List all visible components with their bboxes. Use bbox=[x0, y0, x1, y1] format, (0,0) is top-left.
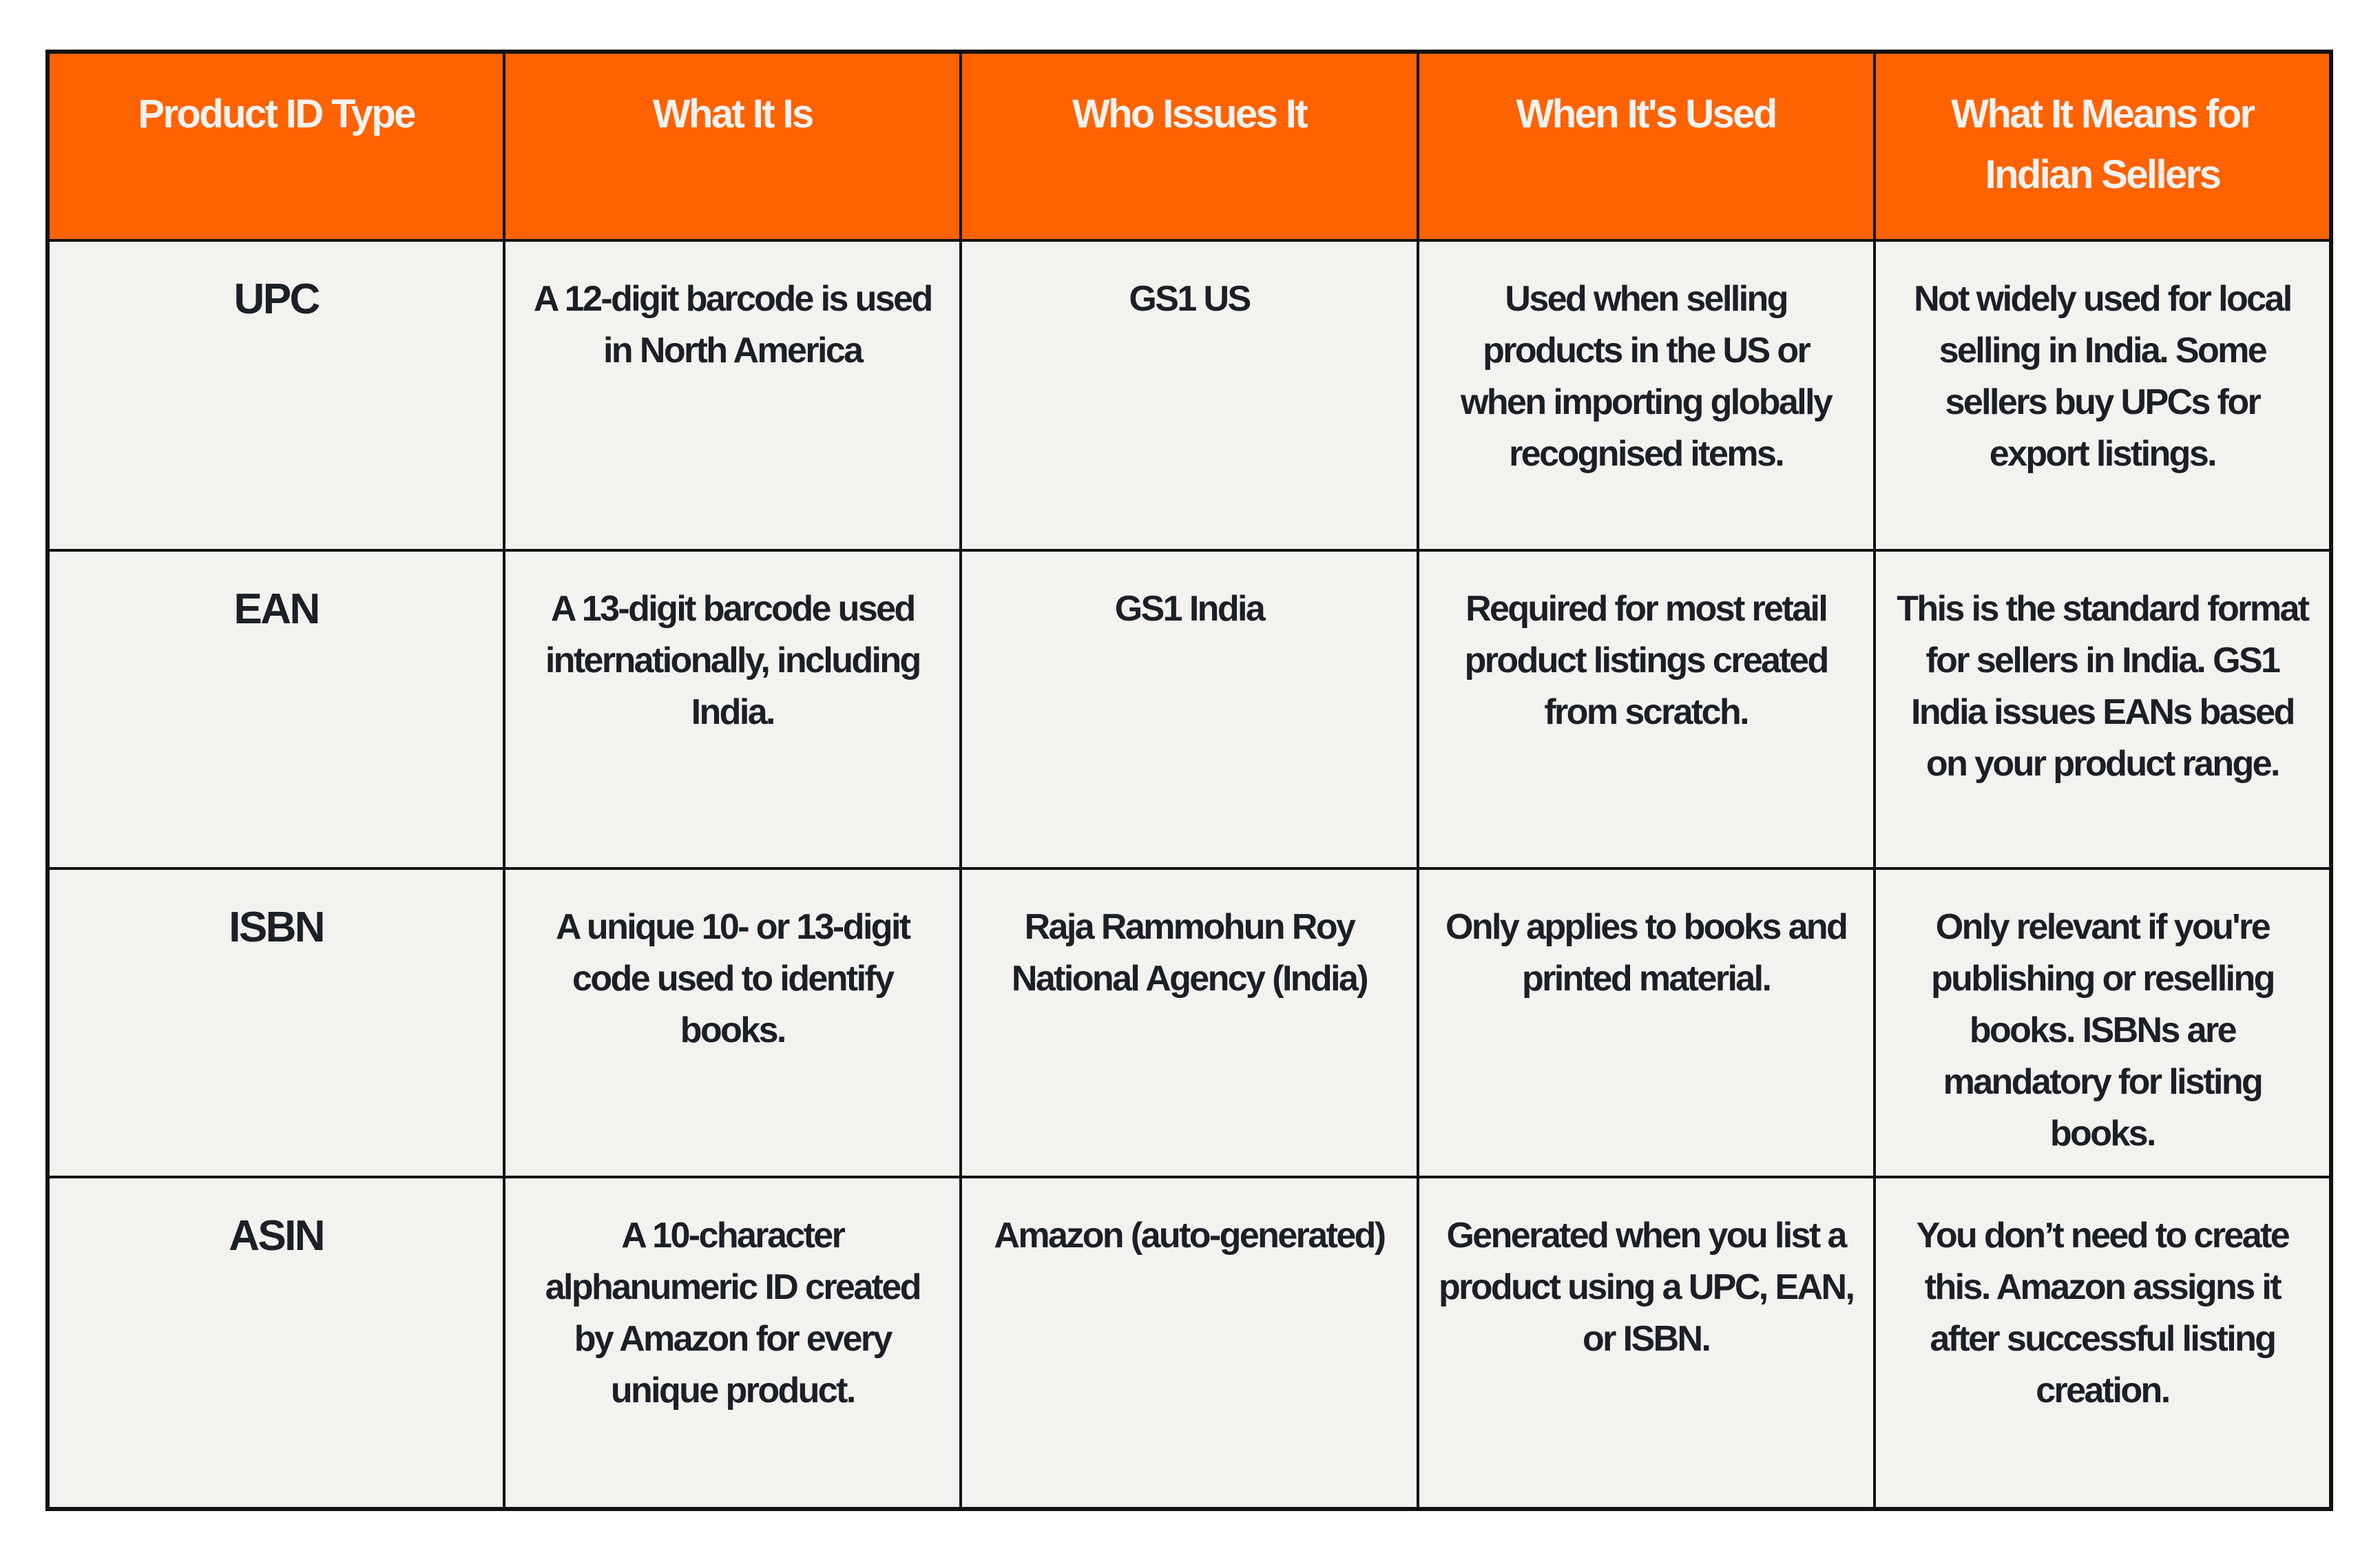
cell-when: Used when selling products in the US or … bbox=[1416, 239, 1876, 552]
header-product-id-type: Product ID Type bbox=[45, 50, 506, 242]
table-row-asin: ASIN A 10-character alphanumeric ID crea… bbox=[45, 1176, 2333, 1510]
cell-meaning: This is the standard format for sellers … bbox=[1872, 549, 2333, 870]
cell-when: Required for most retail product listing… bbox=[1416, 549, 1876, 870]
cell-meaning: You don’t need to create this. Amazon as… bbox=[1872, 1176, 2333, 1510]
cell-type: ISBN bbox=[45, 867, 506, 1178]
cell-meaning: Not widely used for local selling in Ind… bbox=[1872, 239, 2333, 552]
cell-meaning: Only relevant if you're publishing or re… bbox=[1872, 867, 2333, 1178]
table-row-isbn: ISBN A unique 10- or 13-digit code used … bbox=[45, 867, 2333, 1178]
cell-what: A 12-digit barcode is used in North Amer… bbox=[503, 239, 963, 552]
header-row: Product ID Type What It Is Who Issues It… bbox=[45, 50, 2333, 242]
cell-type: EAN bbox=[45, 549, 506, 870]
header-what-it-is: What It Is bbox=[503, 50, 963, 242]
table-row-upc: UPC A 12-digit barcode is used in North … bbox=[45, 239, 2333, 552]
header-who-issues-it: Who Issues It bbox=[959, 50, 1419, 242]
cell-issuer: Amazon (auto-generated) bbox=[959, 1176, 1419, 1510]
cell-issuer: GS1 India bbox=[959, 549, 1419, 870]
header-what-it-means: What It Means for Indian Sellers bbox=[1872, 50, 2333, 242]
cell-type: ASIN bbox=[45, 1176, 506, 1510]
cell-issuer: GS1 US bbox=[959, 239, 1419, 552]
cell-what: A 13-digit barcode used internationally,… bbox=[503, 549, 963, 870]
cell-when: Only applies to books and printed materi… bbox=[1416, 867, 1876, 1178]
cell-what: A 10-character alphanumeric ID created b… bbox=[503, 1176, 963, 1510]
table-row-ean: EAN A 13-digit barcode used internationa… bbox=[45, 549, 2333, 870]
cell-issuer: Raja Rammohun Roy National Agency (India… bbox=[959, 867, 1419, 1178]
product-id-comparison-table: Product ID Type What It Is Who Issues It… bbox=[45, 50, 2333, 1511]
cell-what: A unique 10- or 13-digit code used to id… bbox=[503, 867, 963, 1178]
cell-type: UPC bbox=[45, 239, 506, 552]
header-when-its-used: When It's Used bbox=[1416, 50, 1876, 242]
cell-when: Generated when you list a product using … bbox=[1416, 1176, 1876, 1510]
